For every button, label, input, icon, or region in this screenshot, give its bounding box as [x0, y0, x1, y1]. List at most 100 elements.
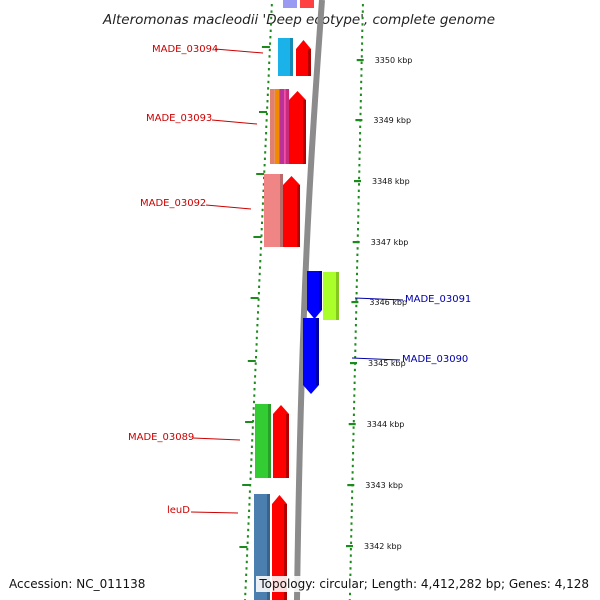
- tick-dot: [355, 304, 358, 308]
- tick-dot: [361, 29, 364, 32]
- gene-made-03091: MADE_03091: [307, 271, 471, 320]
- tick-dot: [248, 503, 251, 506]
- tick-dot: [258, 285, 261, 288]
- tick-dot: [351, 464, 354, 468]
- tick-dot: [261, 208, 264, 212]
- gene-leader-line: [192, 437, 241, 441]
- cog-color-block: [264, 174, 283, 247]
- kbp-label: 3348 kbp: [372, 177, 410, 186]
- tick-dot: [264, 144, 267, 148]
- tick-dot: [361, 23, 364, 26]
- tick-dot: [353, 375, 356, 378]
- gene-leud: leuD: [167, 494, 287, 600]
- tick-dot: [355, 292, 358, 295]
- tick-dash: [250, 297, 259, 299]
- gene-leader-line: [214, 48, 264, 54]
- tick-dot: [255, 349, 258, 352]
- gene-leader-line: [354, 297, 404, 301]
- tick-dot: [349, 592, 351, 596]
- gene-leader-line: [190, 511, 239, 514]
- tick-dot: [356, 247, 359, 250]
- partial-feature-top: [283, 0, 314, 8]
- kbp-scale: 3350 kbp 3349 kbp 3348 kbp 3347 kbp 3346 kbp…: [346, 56, 412, 551]
- gene-arrow: [283, 176, 300, 247]
- tick-dot: [357, 221, 360, 224]
- map-title: Alteromonas macleodii 'Deep ecotype', co…: [102, 12, 495, 28]
- cog-color-block: [323, 272, 339, 320]
- tick-dot: [259, 260, 262, 263]
- gene-label: MADE_03092: [140, 198, 206, 209]
- tick-dot: [268, 55, 271, 58]
- tick-dash: [261, 46, 270, 48]
- tick-dot: [359, 125, 362, 128]
- tick-dot: [266, 100, 269, 103]
- gene-label: leuD: [167, 505, 190, 516]
- tick-dot: [358, 176, 361, 180]
- tick-dot: [359, 138, 361, 141]
- gene-arrow: [289, 91, 306, 164]
- tick-dot: [267, 87, 270, 90]
- tick-dot: [265, 125, 268, 128]
- tick-dot: [350, 535, 353, 538]
- gene-made-03089: MADE_03089: [128, 404, 289, 478]
- tick-dot: [358, 157, 361, 160]
- tick-dot: [252, 413, 255, 416]
- kbp-tick: [350, 362, 357, 365]
- tick-dot: [267, 74, 270, 77]
- gene-features: MADE_03094 MADE_03093 MADE_03092 MADE_03091…: [128, 0, 471, 600]
- tick-dash: [245, 421, 254, 423]
- tick-dot: [353, 368, 356, 372]
- gene-leader-line: [351, 357, 401, 361]
- tick-dot: [253, 400, 255, 404]
- tick-dot: [267, 80, 270, 84]
- tick-dot: [269, 36, 272, 39]
- tick-dot: [248, 490, 251, 493]
- tick-dot: [260, 240, 263, 244]
- tick-dot: [262, 183, 265, 186]
- tick-dot: [251, 432, 254, 436]
- cog-color-block: [255, 404, 271, 478]
- tick-dot: [357, 215, 360, 218]
- gene-made-03090: MADE_03090: [303, 318, 468, 394]
- tick-dot: [254, 375, 257, 378]
- tick-dot: [357, 202, 360, 205]
- kbp-label: 3343 kbp: [365, 481, 403, 490]
- tick-dot: [251, 426, 254, 429]
- tick-dot: [356, 234, 359, 237]
- tick-dot: [254, 368, 257, 372]
- tick-dot: [268, 61, 271, 64]
- tick-dot: [353, 400, 356, 404]
- accession-text: Accession: NC_011138: [6, 576, 149, 592]
- cog-color-block: [274, 89, 280, 164]
- kbp-tick: [356, 59, 364, 62]
- tick-dot: [246, 541, 249, 544]
- tick-dot: [257, 298, 260, 301]
- tick-dot: [245, 560, 248, 564]
- kbp-label: 3349 kbp: [373, 116, 411, 125]
- tick-dot: [246, 554, 249, 557]
- cog-block-shade: [290, 38, 293, 76]
- topology-text: Topology: circular; Length: 4,412,282 bp…: [256, 576, 592, 592]
- tick-dot: [360, 55, 363, 58]
- tick-dot: [255, 336, 258, 340]
- tick-dot: [361, 4, 364, 7]
- tick-dot: [265, 132, 268, 135]
- gene-arrow: [296, 40, 311, 76]
- tick-dot: [251, 439, 254, 442]
- tick-dot: [360, 48, 363, 52]
- kbp-label: 3344 kbp: [367, 420, 405, 429]
- tick-dot: [259, 247, 262, 250]
- tick-dot: [261, 202, 264, 205]
- tick-dot: [247, 522, 250, 525]
- gene-label: MADE_03094: [152, 44, 218, 55]
- tick-dot: [245, 573, 248, 576]
- tick-dash: [242, 484, 251, 486]
- tick-dot: [350, 503, 353, 506]
- tick-dot: [250, 458, 253, 461]
- tick-dot: [270, 4, 273, 7]
- tick-dot: [359, 112, 362, 116]
- tick-dot: [359, 100, 362, 103]
- tick-dot: [349, 573, 352, 576]
- tick-dot: [266, 93, 269, 96]
